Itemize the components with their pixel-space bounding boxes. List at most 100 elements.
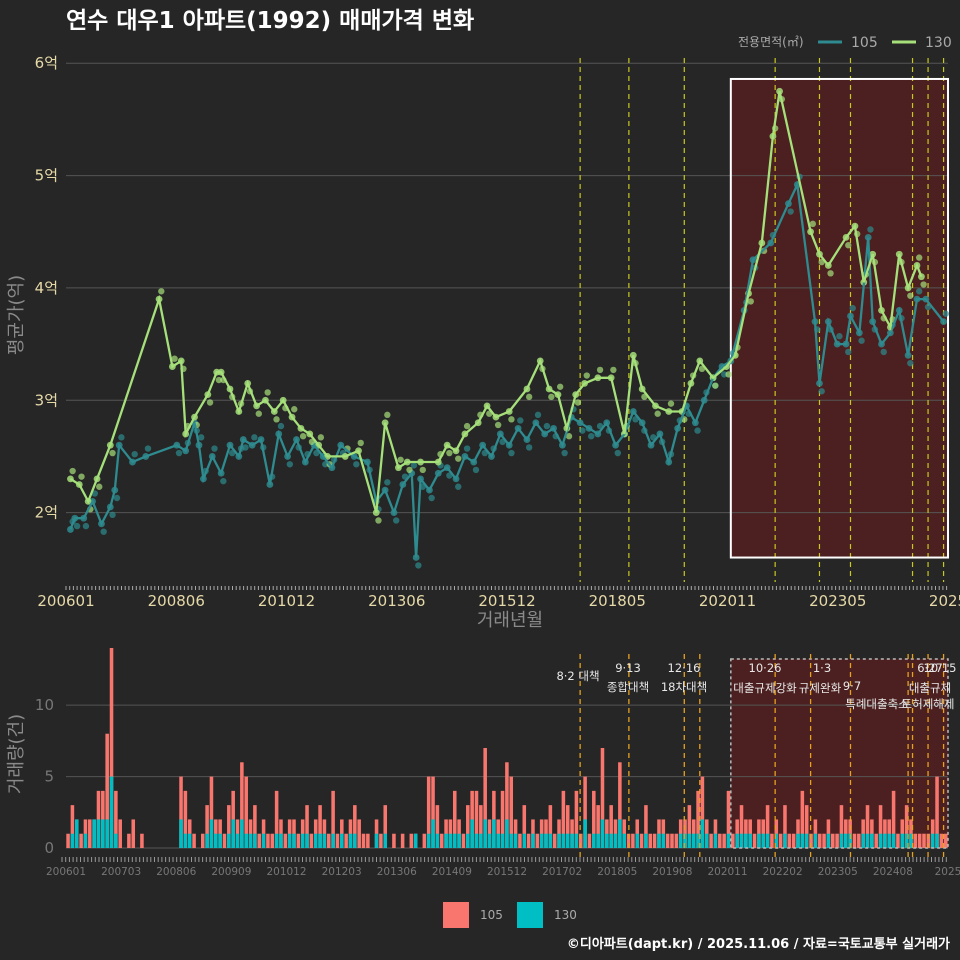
volume-bar-105: [835, 833, 839, 848]
price-point-105: [720, 371, 728, 378]
price-point-105: [353, 461, 360, 468]
price-point-105: [579, 427, 586, 434]
volume-bar-130: [322, 833, 327, 848]
volume-x-tick-label: 201012: [266, 866, 306, 878]
volume-bar-130: [757, 833, 761, 848]
price-point-130: [667, 400, 675, 407]
volume-bar-105: [935, 776, 939, 848]
price-point-130: [406, 466, 413, 474]
volume-bar-130: [509, 833, 514, 848]
volume-bar-130: [696, 833, 700, 848]
volume-bar-105: [839, 805, 844, 848]
volume-bar-105: [483, 748, 487, 848]
policy-annotation-date: 10·26: [749, 661, 782, 675]
volume-bar-105: [731, 833, 735, 848]
volume-bar-105: [943, 833, 948, 848]
volume-bar-130: [240, 819, 244, 848]
volume-bar-105: [791, 833, 796, 848]
volume-bar-130: [565, 833, 570, 848]
price-point-105: [543, 422, 551, 430]
x-axis-title: 거래년월: [477, 610, 543, 631]
volume-bar-130: [839, 833, 844, 848]
volume-bar-130: [683, 833, 687, 848]
volume-x-tick-label: 200806: [156, 866, 196, 878]
volume-bar-130: [774, 833, 779, 848]
volume-x-tick-label: 201512: [487, 866, 527, 878]
volume-bar-130: [735, 833, 739, 848]
volume-bar-130: [74, 819, 79, 848]
volume-bar-105: [752, 833, 757, 848]
volume-bar-130: [353, 833, 357, 848]
price-point-130: [654, 410, 661, 417]
price-point-130: [419, 466, 426, 474]
volume-x-ticks: 200601 200703 200806 200909 201012 201203 2013…: [46, 866, 960, 878]
price-point-105: [508, 449, 515, 457]
price-point-105: [849, 304, 856, 312]
policy-annotation-date: 6·27: [917, 661, 943, 675]
price-point-105: [251, 434, 258, 441]
volume-x-tick-label: 202202: [763, 866, 803, 878]
volume-bar-105: [709, 833, 713, 848]
volume-bar-105: [809, 833, 813, 848]
volume-bar-105: [618, 762, 622, 848]
volume-bar-130: [865, 833, 870, 848]
footer-credit: ©디아파트(dapt.kr) / 2025.11.06 / 자료=국토교통부 실…: [567, 936, 950, 952]
volume-bar-105: [596, 805, 600, 848]
volume-bar-105: [127, 833, 131, 848]
volume-bar-130: [935, 833, 939, 848]
volume-x-tick-label: 201908: [652, 866, 692, 878]
price-point-130: [109, 449, 116, 457]
price-point-105: [277, 422, 285, 430]
volume-bar-130: [340, 833, 344, 848]
volume-bar-130: [826, 833, 831, 848]
policy-annotation-date: 8·2 대책: [556, 669, 599, 683]
price-point-130: [463, 422, 471, 430]
volume-bar-105: [922, 833, 926, 848]
volume-bar-130: [691, 833, 696, 848]
price-y-tick-label: 3억: [35, 391, 58, 409]
volume-bar-105: [939, 833, 944, 848]
price-gridlines: [66, 62, 948, 514]
volume-bar-130: [513, 833, 518, 848]
volume-bar-130: [744, 833, 748, 848]
volume-bar-130: [592, 833, 596, 848]
volume-y-tick-label: 0: [44, 839, 54, 857]
volume-bar-105: [379, 833, 383, 848]
price-x-tick-label: 202011: [699, 592, 756, 610]
volume-bar-130: [383, 833, 388, 848]
price-point-105: [836, 333, 843, 340]
price-point-130: [565, 433, 573, 440]
volume-y-tick-label: 10: [35, 696, 54, 714]
price-point-130: [508, 416, 515, 423]
volume-bar-130: [796, 833, 800, 848]
legend: 전용면적(㎡) 105 130: [738, 35, 952, 51]
volume-bar-130: [661, 833, 666, 848]
volume-bar-105: [383, 805, 388, 848]
volume-bar-130: [431, 819, 435, 848]
volume-bar-105: [718, 833, 722, 848]
volume-bar-130: [292, 833, 296, 848]
volume-bar-130: [783, 833, 787, 848]
volume-legend: 105 130: [443, 902, 577, 928]
volume-bar-105: [257, 833, 262, 848]
price-point-105: [220, 477, 227, 485]
volume-bar-105: [205, 805, 209, 848]
volume-bar-130: [635, 833, 640, 848]
volume-bar-105: [266, 833, 270, 848]
price-point-130: [375, 517, 382, 524]
volume-bar-130: [761, 833, 766, 848]
volume-bar-130: [209, 819, 214, 848]
volume-bar-130: [557, 833, 561, 848]
volume-bar-105: [565, 805, 570, 848]
volume-bar-105: [296, 833, 301, 848]
price-point-105: [242, 444, 249, 451]
volume-bar-130: [214, 833, 218, 848]
price-point-130: [299, 433, 307, 440]
volume-bar-105: [674, 833, 679, 848]
volume-bar-130: [644, 833, 648, 848]
volume-bar-130: [187, 833, 192, 848]
volume-bar-130: [487, 833, 492, 848]
volume-bar-105: [583, 776, 587, 848]
volume-bar-105: [305, 805, 309, 848]
volume-bar-130: [305, 833, 309, 848]
